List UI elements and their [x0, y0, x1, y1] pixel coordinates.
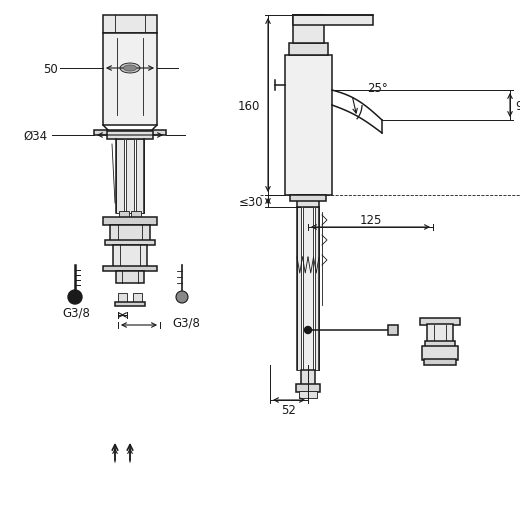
Bar	[107, 132, 153, 140]
Bar	[103, 218, 157, 226]
Bar	[103, 16, 157, 34]
Bar	[422, 346, 458, 360]
Bar	[427, 324, 453, 342]
Bar	[285, 56, 332, 195]
Ellipse shape	[120, 64, 140, 74]
Bar	[131, 212, 141, 218]
Circle shape	[176, 291, 188, 304]
Bar	[136, 140, 144, 214]
Text: ≤30: ≤30	[238, 195, 263, 208]
Bar	[116, 140, 124, 214]
Bar	[290, 195, 326, 201]
Bar	[133, 293, 142, 304]
Text: 52: 52	[281, 403, 296, 417]
Bar	[103, 34, 157, 126]
Text: 25°: 25°	[367, 81, 388, 94]
Bar	[420, 318, 460, 325]
Bar	[103, 267, 157, 272]
Bar	[113, 245, 147, 268]
Bar	[105, 240, 155, 245]
Bar	[296, 384, 320, 392]
Circle shape	[305, 327, 311, 334]
Bar	[424, 359, 456, 365]
Bar	[301, 370, 315, 385]
Text: 50: 50	[43, 63, 58, 75]
Bar	[297, 208, 301, 370]
Bar	[110, 226, 150, 241]
Bar	[116, 272, 144, 283]
Circle shape	[68, 290, 82, 305]
Bar	[115, 302, 145, 307]
Text: 125: 125	[359, 213, 382, 226]
Ellipse shape	[124, 66, 137, 72]
Bar	[293, 16, 324, 44]
Bar	[119, 212, 129, 218]
Text: G3/8: G3/8	[62, 306, 90, 319]
Text: Ø34: Ø34	[24, 129, 48, 142]
Text: G3/8: G3/8	[172, 316, 200, 329]
Bar	[315, 208, 319, 370]
Text: 160: 160	[238, 99, 260, 112]
Bar	[425, 341, 455, 347]
Text: 90: 90	[515, 99, 520, 112]
Bar	[293, 16, 373, 26]
Bar	[289, 44, 328, 56]
Bar	[303, 208, 313, 370]
Bar	[118, 293, 127, 304]
Bar	[297, 195, 319, 208]
Bar	[388, 325, 398, 335]
Bar	[94, 131, 166, 136]
Bar	[126, 140, 134, 214]
Bar	[299, 391, 317, 398]
